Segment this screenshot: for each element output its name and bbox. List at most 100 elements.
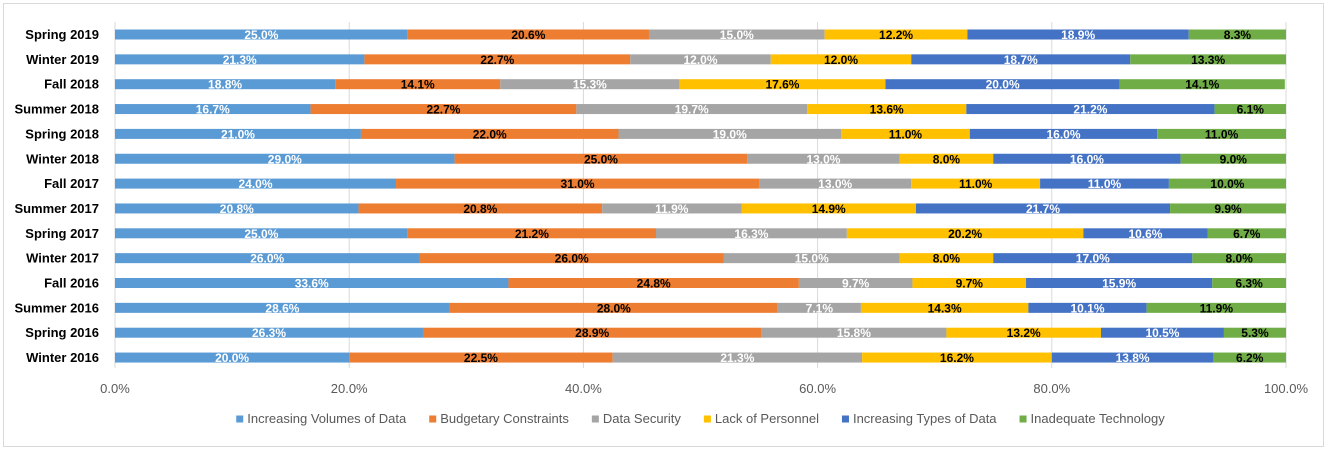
bar-segment (115, 302, 450, 313)
bar-segment (618, 128, 842, 139)
bar-segment (1100, 327, 1224, 338)
x-tick-label: 100.0% (1264, 381, 1309, 396)
legend-item: Increasing Volumes of Data (236, 411, 407, 426)
legend-item: Lack of Personnel (703, 411, 819, 426)
data-label: 21.3% (223, 53, 257, 67)
legend-item: Inadequate Technology (1019, 411, 1165, 426)
data-label: 20.2% (948, 227, 982, 241)
category-label: Winter 2019 (26, 52, 99, 67)
data-label: 28.0% (597, 301, 631, 315)
data-label: 11.0% (1088, 177, 1122, 191)
legend: Increasing Volumes of Data Budgetary Cons… (236, 411, 1165, 426)
category-label: Winter 2016 (26, 350, 99, 365)
data-label: 21.3% (720, 351, 754, 365)
bar-segment (115, 79, 336, 90)
bar-segment (360, 128, 619, 139)
data-label: 6.2% (1236, 351, 1264, 365)
data-label: 21.0% (221, 127, 255, 141)
bar-segment (630, 54, 771, 65)
bar-segment (993, 153, 1181, 164)
bar-segment (807, 104, 967, 115)
data-label: 24.8% (637, 277, 671, 291)
data-label: 10.1% (1070, 301, 1104, 315)
bar-segment (396, 178, 760, 189)
data-label: 13.2% (1007, 326, 1041, 340)
data-label: 16.0% (1070, 152, 1104, 166)
category-label: Spring 2016 (25, 325, 99, 340)
data-label: 11.0% (889, 127, 923, 141)
category-label: Winter 2018 (26, 151, 99, 166)
data-label: 12.0% (683, 53, 717, 67)
data-label: 9.7% (842, 277, 870, 291)
data-label: 14.9% (812, 202, 846, 216)
data-label: 16.3% (734, 227, 768, 241)
bar-segment (576, 104, 808, 115)
data-label: 28.9% (575, 326, 609, 340)
bar-segment (1051, 352, 1214, 363)
data-label: 16.2% (940, 351, 974, 365)
legend-swatch (1019, 415, 1027, 423)
data-label: 20.0% (986, 78, 1020, 92)
data-label: 21.2% (515, 227, 549, 241)
bar-segment (310, 104, 577, 115)
bar-segment (115, 278, 509, 288)
bar-segment (1028, 302, 1147, 313)
data-label: 13.3% (1191, 53, 1225, 67)
data-label: 15.0% (720, 28, 754, 42)
data-label: 10.0% (1210, 177, 1244, 191)
bar-segment (1040, 178, 1169, 189)
bar-segment (115, 203, 359, 214)
data-label: 8.0% (1225, 252, 1253, 266)
category-label: Fall 2016 (44, 276, 99, 291)
data-label: 22.0% (473, 127, 507, 141)
data-label: 18.9% (1061, 28, 1095, 42)
bar-segment (1026, 278, 1213, 288)
gridlines (114, 22, 1287, 368)
x-tick-label: 80.0% (1033, 381, 1070, 396)
data-label: 7.1% (806, 301, 834, 315)
legend-swatch (703, 415, 711, 423)
legend-label: Increasing Volumes of Data (247, 411, 407, 426)
category-label: Fall 2018 (44, 77, 99, 92)
data-label: 13.8% (1116, 351, 1150, 365)
data-label: 22.7% (426, 103, 460, 117)
legend-swatch (429, 415, 437, 423)
legend-label: Increasing Types of Data (853, 411, 997, 426)
x-tick-label: 40.0% (565, 381, 602, 396)
bar-segment (115, 54, 365, 65)
bar-segment (846, 228, 1084, 239)
data-label: 20.8% (220, 202, 254, 216)
bar-segment (508, 278, 799, 288)
legend-item: Data Security (591, 411, 682, 426)
data-label: 13.0% (806, 152, 840, 166)
bar-segment (1192, 253, 1286, 264)
bar-segment (899, 253, 994, 264)
bar-segment (770, 54, 912, 65)
data-label: 9.9% (1214, 202, 1242, 216)
x-axis-tick-labels: 0.0% 20.0% 40.0% 60.0% 80.0% 100.0% (100, 381, 1308, 396)
data-label: 15.9% (1102, 277, 1136, 291)
bar-segment (1188, 29, 1286, 40)
data-label: 8.0% (933, 252, 961, 266)
legend-label: Lack of Personnel (715, 411, 819, 426)
data-label: 24.0% (239, 177, 273, 191)
bar-segment (115, 178, 397, 189)
legend-item: Increasing Types of Data (841, 411, 997, 426)
bar-segment (115, 228, 408, 239)
bar-segment (1130, 54, 1286, 65)
data-label: 15.8% (837, 326, 871, 340)
legend-item: Budgetary Constraints (429, 411, 569, 426)
legend-label: Data Security (603, 411, 682, 426)
data-label: 22.7% (480, 53, 514, 67)
bar-segment (993, 253, 1193, 264)
data-label: 22.5% (464, 351, 498, 365)
data-label: 9.0% (1220, 152, 1248, 166)
data-label: 20.6% (511, 28, 545, 42)
data-label: 16.0% (1046, 127, 1080, 141)
bar-segment (860, 302, 1029, 313)
bar-segment (1119, 79, 1285, 90)
bar-segment (407, 29, 649, 40)
category-label: Fall 2017 (44, 176, 99, 191)
bar-segment (1170, 203, 1286, 214)
data-label: 12.0% (824, 53, 858, 67)
